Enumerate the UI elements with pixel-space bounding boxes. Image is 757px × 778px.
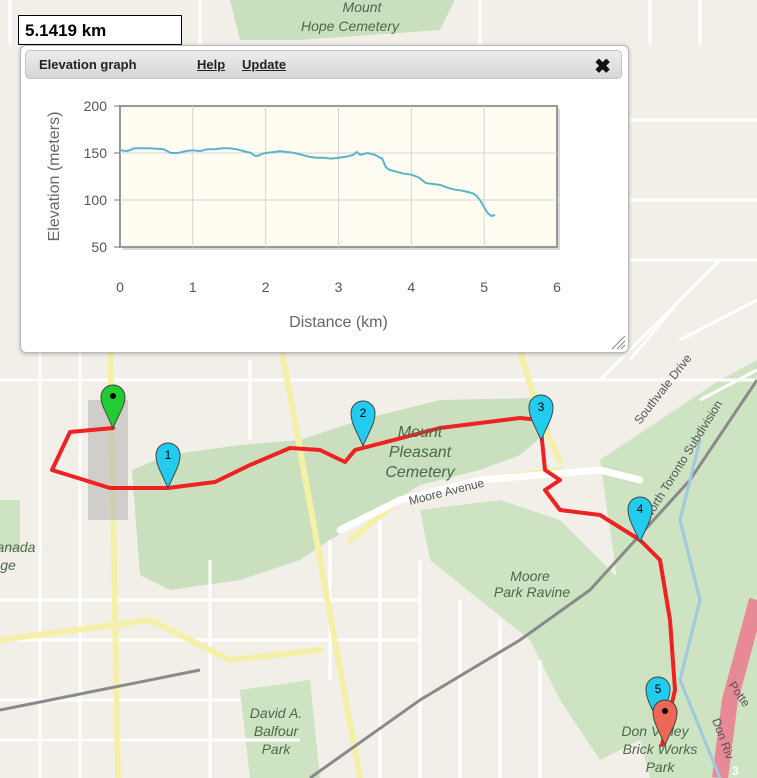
railway [0, 379, 757, 778]
x-axis-label: Distance (km) [289, 314, 388, 331]
label-canada-1: anada [0, 539, 36, 555]
label-canada-2: ge [0, 557, 16, 573]
elevation-panel: Elevation graph Help Update ✖ 0 1 2 3 4 5 6 50 1… [20, 45, 629, 353]
label-mount-pleasant-3: Cemetery [385, 464, 455, 481]
update-link[interactable]: Update [242, 57, 287, 72]
label-moore-park-ravine-1: Moore [510, 568, 550, 584]
route-line [50, 416, 677, 747]
waypoint-marker-4[interactable]: 4 [627, 496, 653, 544]
don-river [678, 439, 722, 778]
distance-readout: 5.1419 km [18, 15, 182, 45]
close-icon[interactable]: ✖ [594, 56, 611, 78]
mount-pleasant-cemetery-area [132, 398, 550, 590]
mount-hope-cemetery-area [230, 0, 455, 40]
left-park-area [0, 500, 20, 550]
y-tick-label: 100 [84, 192, 108, 208]
panel-title: Elevation graph [39, 57, 137, 72]
x-tick-label: 6 [553, 279, 561, 295]
moore-park-ravine-area [420, 500, 660, 760]
label-brickworks-3: Park [646, 759, 676, 775]
resize-handle-icon[interactable] [610, 334, 626, 350]
map-labels: Mount Hope Cemetery Mount Pleasant Cemet… [0, 0, 697, 775]
elevation-chart: 0 1 2 3 4 5 6 50 100 150 200 Distance (km) Elevation… [46, 98, 561, 331]
marker-3-label: 3 [538, 400, 545, 414]
waypoint-marker-3[interactable]: 3 [528, 394, 554, 442]
label-moore-park-ravine-2: Park Ravine [494, 584, 570, 600]
waypoint-marker-5[interactable]: 5 [645, 676, 671, 724]
marker-4-label: 4 [637, 502, 644, 516]
x-tick-label: 3 [335, 279, 343, 295]
start-marker[interactable] [100, 384, 126, 430]
label-mount-hope-1: Mount [343, 0, 383, 15]
label-balfour-3: Park [262, 741, 292, 757]
label-balfour-2: Balfour [254, 723, 300, 739]
moore-avenue-road [336, 466, 644, 534]
label-brickworks-1: Don Valley [621, 723, 689, 739]
don-valley-area [600, 360, 757, 778]
x-tick-label: 2 [262, 279, 270, 295]
marker-2-label: 2 [360, 406, 367, 420]
y-axis-label: Elevation (meters) [46, 112, 63, 242]
label-route-3: 3 [732, 764, 739, 778]
panel-header[interactable]: Elevation graph Help Update ✖ [25, 50, 622, 79]
label-mount-hope-2: Hope Cemetery [301, 18, 400, 34]
y-tick-label: 200 [84, 98, 108, 114]
x-tick-label: 5 [480, 279, 488, 295]
don-valley-parkway [712, 597, 757, 778]
subway-station [88, 400, 128, 520]
y-tick-label: 150 [84, 145, 108, 161]
help-link[interactable]: Help [197, 57, 226, 72]
label-brickworks-2: Brick Works [623, 741, 698, 757]
label-balfour-1: David A. [250, 705, 302, 721]
end-marker[interactable] [652, 699, 678, 747]
waypoint-marker-1[interactable]: 1 [155, 442, 181, 490]
label-mount-pleasant-1: Mount [398, 424, 443, 441]
label-mount-pleasant-2: Pleasant [389, 444, 452, 461]
x-tick-label: 0 [116, 279, 124, 295]
elevation-line [119, 147, 496, 218]
x-tick-label: 1 [189, 279, 197, 295]
waypoint-marker-2[interactable]: 2 [350, 400, 376, 448]
balfour-park-area [240, 680, 320, 778]
marker-1-label: 1 [165, 448, 172, 462]
x-tick-label: 4 [407, 279, 415, 295]
marker-5-label: 5 [655, 682, 662, 696]
y-tick-label: 50 [91, 239, 107, 255]
